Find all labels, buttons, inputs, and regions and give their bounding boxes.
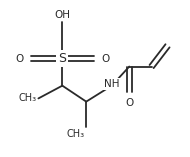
Text: OH: OH [54, 10, 70, 20]
Text: NH: NH [104, 79, 120, 89]
Text: CH₃: CH₃ [66, 129, 85, 139]
Text: O: O [15, 54, 23, 64]
Text: O: O [125, 98, 133, 108]
Text: CH₃: CH₃ [19, 93, 37, 103]
Text: S: S [58, 52, 66, 65]
Text: O: O [101, 54, 110, 64]
